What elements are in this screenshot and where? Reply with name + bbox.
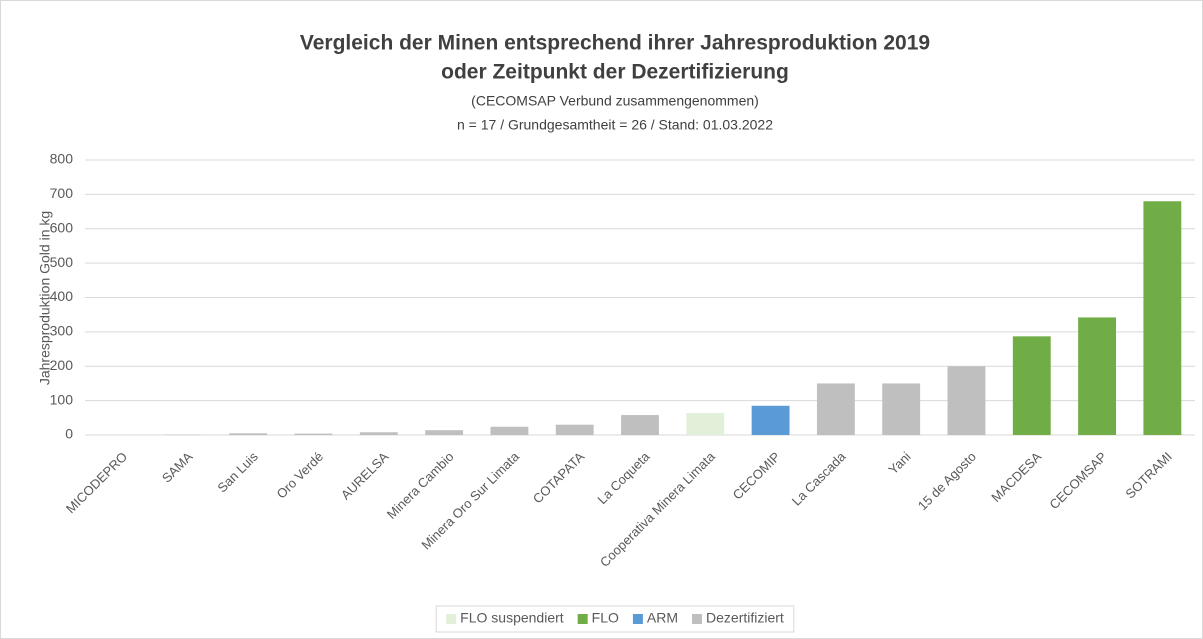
y-tick-label: 800: [50, 151, 74, 167]
y-tick-label: 600: [50, 219, 74, 235]
y-tick-label: 300: [50, 323, 74, 339]
bar: [686, 413, 725, 435]
legend-label: FLO: [592, 610, 619, 626]
bar: [555, 424, 594, 435]
chart-subtitle: (CECOMSAP Verbund zusammengenommen): [471, 93, 759, 109]
bar: [1012, 336, 1051, 435]
bar: [947, 366, 986, 435]
bar: [882, 383, 921, 435]
y-tick-label: 700: [50, 185, 74, 201]
legend-label: FLO suspendiert: [460, 610, 564, 626]
legend-box: [435, 605, 795, 633]
y-tick-label: 400: [50, 288, 74, 304]
legend-swatch: [632, 614, 643, 624]
y-tick-label: 0: [65, 426, 73, 442]
legend-swatch: [692, 614, 703, 624]
bar: [621, 415, 659, 435]
chart-subtitle: n = 17 / Grundgesamtheit = 26 / Stand: 0…: [457, 117, 773, 133]
bar: [1078, 317, 1116, 435]
chart-title: Vergleich der Minen entsprechend ihrer J…: [300, 32, 930, 55]
y-tick-label: 500: [50, 254, 74, 270]
chart-title: oder Zeitpunkt der Dezertifizierung: [441, 61, 789, 84]
legend-label: Dezertifiziert: [706, 610, 784, 626]
bar: [1143, 201, 1182, 435]
bar: [425, 430, 464, 435]
legend-label: ARM: [647, 610, 678, 626]
bar: [816, 383, 855, 435]
legend-swatch: [446, 614, 457, 624]
bar: [229, 433, 268, 435]
bar: [294, 433, 333, 435]
y-tick-label: 100: [50, 391, 74, 407]
y-axis-label: Jahresproduktion Gold in kg: [37, 211, 53, 385]
bar: [751, 405, 790, 435]
bar: [490, 426, 529, 435]
legend-swatch: [577, 614, 588, 624]
bar: [359, 432, 398, 435]
y-tick-label: 200: [50, 357, 74, 373]
